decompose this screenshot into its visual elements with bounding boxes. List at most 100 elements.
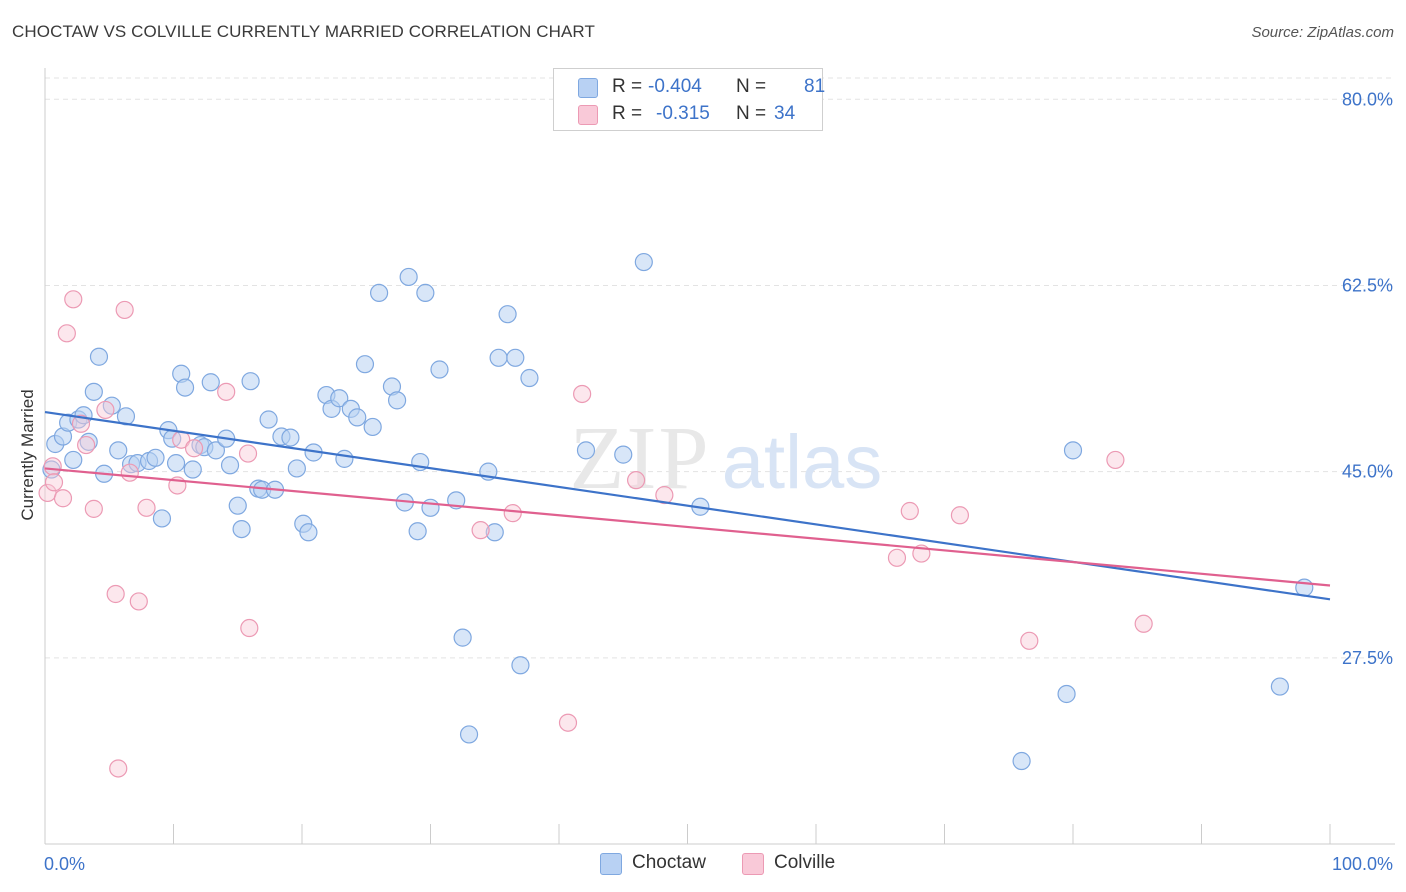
- choctaw-point: [201, 373, 220, 392]
- bottom-legend-label-colville: Colville: [774, 852, 836, 873]
- choctaw-point: [634, 252, 653, 272]
- colville-point: [64, 290, 83, 309]
- tick-labels: 27.5% 45.0% 62.5% 80.0% 0.0% 100.0%: [44, 89, 1393, 874]
- choctaw-point: [206, 441, 226, 460]
- watermark: ZIP atlas: [570, 409, 883, 508]
- x-tick-label: 100.0%: [1332, 854, 1393, 874]
- colville-point: [57, 324, 76, 343]
- colville-point: [471, 521, 490, 540]
- bottom-legend-swatch-colville: [742, 853, 764, 875]
- choctaw-point: [399, 267, 418, 287]
- choctaw-point: [330, 389, 349, 408]
- correlation-legend: R = -0.404 N = 81 R = -0.315 N = 34: [553, 68, 826, 131]
- choctaw-point: [408, 522, 427, 541]
- legend-r-value-choctaw: -0.404: [648, 76, 702, 97]
- choctaw-point: [152, 509, 172, 528]
- choctaw-point: [614, 445, 633, 464]
- colville-point: [71, 414, 91, 433]
- legend-n-value-colville: 34: [774, 103, 796, 124]
- choctaw-point: [511, 656, 530, 675]
- colville-point: [84, 499, 103, 518]
- choctaw-point: [489, 348, 508, 367]
- choctaw-point: [576, 441, 596, 460]
- colville-point: [238, 444, 258, 463]
- choctaw-point: [232, 519, 251, 539]
- axes: [44, 68, 1395, 845]
- choctaw-point: [498, 305, 517, 324]
- bottom-legend-label-choctaw: Choctaw: [632, 852, 706, 873]
- y-tick-label: 80.0%: [1342, 89, 1393, 109]
- choctaw-point: [1012, 751, 1031, 771]
- choctaw-point: [387, 391, 407, 410]
- watermark-zip: ZIP: [570, 409, 711, 508]
- choctaw-point: [430, 360, 449, 379]
- choctaw-point: [363, 417, 382, 437]
- legend-swatch-choctaw: [578, 78, 598, 98]
- choctaw-point: [79, 432, 98, 451]
- trend-lines: [44, 410, 1331, 601]
- choctaw-point: [109, 441, 128, 460]
- choctaw-point: [175, 378, 195, 397]
- colville-point: [558, 713, 578, 732]
- colville-point: [573, 384, 592, 404]
- colville-point: [1134, 614, 1153, 633]
- watermark-atlas: atlas: [722, 420, 883, 505]
- choctaw-point: [84, 382, 103, 401]
- choctaw-point: [1057, 684, 1076, 704]
- colville-point: [53, 489, 73, 508]
- colville-point: [120, 463, 139, 482]
- trend-line-colville: [44, 467, 1331, 587]
- trend-line-choctaw: [44, 410, 1331, 601]
- choctaw-point: [241, 372, 260, 391]
- colville-point: [109, 759, 128, 778]
- choctaw-point: [520, 368, 539, 388]
- colville-point: [626, 471, 646, 490]
- legend-r-value-colville: -0.315: [656, 103, 710, 124]
- choctaw-point: [485, 523, 504, 542]
- colville-point: [900, 501, 919, 521]
- colville-point: [43, 457, 62, 476]
- colville-point: [129, 592, 148, 611]
- colville-point: [115, 300, 134, 320]
- colville-point: [950, 506, 970, 525]
- choctaw-point: [1270, 677, 1289, 696]
- colville-point: [44, 473, 64, 492]
- colville-point: [887, 548, 907, 567]
- choctaw-point: [299, 523, 318, 542]
- colville-point: [1106, 450, 1125, 470]
- choctaw-point: [220, 456, 240, 475]
- choctaw-point: [287, 459, 306, 478]
- choctaw-point: [146, 448, 165, 467]
- legend-n-label: N =: [736, 76, 767, 97]
- x-tick-label: 0.0%: [44, 854, 85, 874]
- colville-point: [184, 439, 204, 458]
- legend-n-label: N =: [736, 103, 767, 124]
- legend-n-value-choctaw: 81: [804, 76, 826, 97]
- choctaw-point: [506, 348, 525, 367]
- series-choctaw-points: [42, 252, 1314, 771]
- choctaw-point: [453, 628, 472, 647]
- colville-point: [240, 618, 259, 638]
- y-tick-label: 45.0%: [1342, 462, 1393, 482]
- choctaw-point: [459, 725, 479, 744]
- y-axis-label: Currently Married: [18, 389, 37, 521]
- choctaw-point: [355, 355, 375, 374]
- y-tick-label: 27.5%: [1342, 648, 1393, 668]
- choctaw-point: [259, 410, 278, 429]
- choctaw-point: [183, 460, 202, 479]
- choctaw-point: [335, 449, 354, 468]
- colville-point: [503, 504, 522, 523]
- choctaw-point: [166, 454, 186, 473]
- bottom-legend-swatch-choctaw: [600, 853, 622, 875]
- colville-point: [137, 498, 156, 517]
- y-tick-label: 62.5%: [1342, 275, 1393, 295]
- choctaw-point: [421, 498, 440, 517]
- source-label: Source: ZipAtlas.com: [1251, 24, 1394, 41]
- grid-lines: [45, 77, 1395, 659]
- colville-point: [655, 485, 674, 505]
- colville-point: [106, 584, 125, 604]
- colville-point: [1020, 631, 1039, 650]
- choctaw-point: [370, 283, 389, 303]
- colville-point: [77, 435, 96, 455]
